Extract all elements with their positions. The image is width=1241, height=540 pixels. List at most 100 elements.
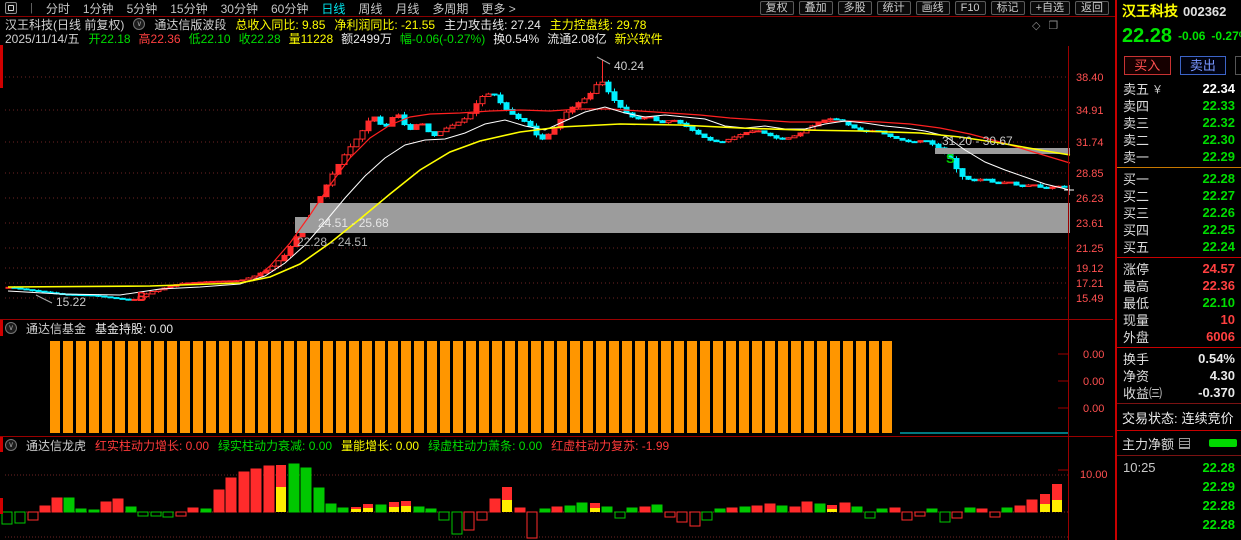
- collapse-icon[interactable]: ∨: [5, 322, 17, 334]
- quote-level[interactable]: 卖二 22.30: [1117, 131, 1241, 148]
- fund-bar: [817, 341, 827, 433]
- toolbar-button-3[interactable]: 统计: [876, 1, 911, 15]
- period-menubar: | 分时 1分钟 5分钟 15分钟 30分钟 60分钟 日线 周线 月线 多周期 更多 > 复权 叠加…: [0, 0, 1115, 17]
- candle-body: [347, 146, 354, 156]
- quote-level[interactable]: 卖四 22.33: [1117, 97, 1241, 114]
- candle-body: [1043, 186, 1050, 189]
- signal-marker-S: S: [946, 151, 955, 166]
- quote-level[interactable]: 卖一 22.29: [1117, 148, 1241, 165]
- kline-title: 汉王科技(日线 前复权): [5, 17, 125, 32]
- level-label: 买四: [1123, 223, 1150, 238]
- header-field-5: 额2499万: [341, 31, 392, 46]
- dragon-bar: [351, 509, 361, 512]
- quote-level[interactable]: 买一 22.28: [1117, 170, 1241, 187]
- clipped-button[interactable]: [1235, 55, 1241, 75]
- dragon-bar: [964, 507, 976, 513]
- collapse-icon[interactable]: ∨: [133, 18, 146, 30]
- stat-row: 外盘 6006: [1117, 328, 1241, 345]
- level-price: 22.34: [1202, 81, 1235, 96]
- stat-label: 换手: [1123, 352, 1150, 367]
- quote-level[interactable]: 卖五 ￥ 22.34: [1117, 80, 1241, 97]
- stat-value: 22.36: [1202, 278, 1235, 293]
- buy-button[interactable]: 买入: [1124, 55, 1171, 75]
- candle-body: [755, 130, 762, 133]
- fund-bar: [167, 341, 177, 433]
- dragon-bar: [463, 511, 475, 531]
- collapse-icon[interactable]: ∨: [5, 439, 17, 451]
- level-label: 卖四: [1123, 99, 1150, 114]
- quote-level[interactable]: 买三 22.26: [1117, 204, 1241, 221]
- menu-item-0[interactable]: 分时: [45, 1, 70, 16]
- toolbar-button-8[interactable]: 返回: [1075, 1, 1109, 15]
- quote-level[interactable]: 买二 22.27: [1117, 187, 1241, 204]
- toolbar-button-7[interactable]: +自选: [1029, 1, 1070, 15]
- quote-level[interactable]: 买五 22.24: [1117, 238, 1241, 255]
- candle-body: [605, 81, 612, 93]
- quote-level[interactable]: 卖三 22.32: [1117, 114, 1241, 131]
- menu-item-8[interactable]: 月线: [395, 1, 420, 16]
- menu-item-5[interactable]: 60分钟: [270, 1, 309, 16]
- header-field-2: 主力攻击线: 27.24: [444, 17, 541, 32]
- main-net-row[interactable]: 主力净额: [1117, 433, 1241, 453]
- stat-value: 4.30: [1209, 368, 1235, 383]
- candle-body: [971, 178, 978, 182]
- toolbar-button-1[interactable]: 叠加: [798, 1, 833, 15]
- level-price: 22.25: [1202, 222, 1235, 237]
- dragon-bar: [564, 505, 576, 513]
- dragon-bar: [363, 508, 373, 512]
- dragon-bar: [276, 487, 286, 512]
- fund-bar: [856, 341, 866, 433]
- kline-header: 汉王科技(日线 前复权) ∨ 通达信版波段 总收入同比: 9.85 净利润同比: …: [5, 17, 646, 32]
- trade-buttons: 买入 卖出: [1117, 50, 1241, 80]
- menu-item-4[interactable]: 30分钟: [220, 1, 258, 16]
- dragon-bar: [75, 508, 87, 513]
- dragon-bar: [726, 507, 738, 513]
- fund-bar: [674, 341, 684, 433]
- candle-body: [41, 290, 48, 293]
- menu-item-6[interactable]: 日线: [321, 1, 346, 16]
- candle-body: [545, 133, 552, 140]
- dragon-bar: [576, 502, 588, 513]
- stat-value: 6006: [1206, 329, 1235, 344]
- header-field-0: 基金持股: 0.00: [95, 321, 174, 336]
- dragon-bar: [14, 511, 26, 524]
- dragon-panel-title[interactable]: 通达信龙虎: [26, 438, 87, 453]
- candle-body: [371, 116, 378, 122]
- header-field-1: 绿实柱动力衰减: 0.00: [218, 438, 333, 453]
- app-icon[interactable]: [5, 2, 17, 14]
- dragon-bar: [851, 506, 863, 513]
- dragon-bar: [238, 471, 250, 513]
- fund-panel-title[interactable]: 通达信基金: [26, 321, 87, 336]
- menu-item-3[interactable]: 15分钟: [170, 1, 208, 16]
- dragon-bar: [489, 498, 501, 513]
- toolbar-button-5[interactable]: F10: [954, 1, 986, 15]
- header-field-4: 量11228: [288, 31, 334, 46]
- stat-value: 24.57: [1202, 261, 1235, 276]
- candle-body: [185, 282, 192, 285]
- list-icon[interactable]: [1179, 437, 1191, 449]
- fund-bar: [791, 341, 801, 433]
- indicator-name[interactable]: 通达信版波段: [154, 17, 227, 32]
- menu-item-7[interactable]: 周线: [358, 1, 383, 16]
- toolbar-button-2[interactable]: 多股: [837, 1, 872, 15]
- level-price: 22.30: [1202, 132, 1235, 147]
- menu-item-1[interactable]: 1分钟: [82, 1, 114, 16]
- candle-body: [233, 280, 240, 283]
- candle-body: [203, 281, 210, 284]
- diamond-icon[interactable]: ◇: [1032, 20, 1041, 32]
- quote-level[interactable]: 买四 22.25: [1117, 221, 1241, 238]
- sell-button[interactable]: 卖出: [1179, 55, 1227, 75]
- menu-item-9[interactable]: 多周期: [432, 1, 469, 16]
- chart-canvas[interactable]: 40.24 31.20 - 30.67 24.51 - 25.68 22.28 - 2…: [0, 16, 1115, 540]
- dragon-bar: [325, 503, 337, 513]
- toolbar-button-4[interactable]: 画线: [915, 1, 950, 15]
- window-icon[interactable]: ❐: [1048, 20, 1059, 32]
- candle-body: [563, 111, 570, 120]
- toolbar-button-6[interactable]: 标记: [990, 1, 1025, 15]
- header-field-2: 低22.10: [188, 31, 231, 46]
- tick-time: 10:25: [1123, 460, 1156, 475]
- menu-item-2[interactable]: 5分钟: [126, 1, 158, 16]
- candle-body: [515, 113, 522, 119]
- toolbar-button-0[interactable]: 复权: [759, 1, 794, 15]
- menu-item-10[interactable]: 更多 >: [481, 1, 516, 16]
